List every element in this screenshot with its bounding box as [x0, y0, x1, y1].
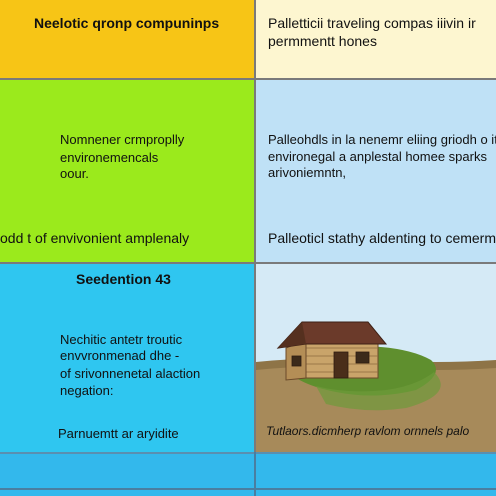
house-door [333, 351, 349, 379]
mid-left-line-2: environemencals [60, 150, 159, 165]
bottom-strip-rule [0, 488, 496, 490]
cell-bottom-right: Tutlaors.dicmherp ravlom ornnels palo [256, 264, 496, 452]
house-roof-side [278, 322, 306, 348]
top-right-line-1: Palletticii traveling compas iiivin ir [268, 15, 476, 31]
mid-left-line-1: Nomnener crmproplly [60, 132, 185, 147]
cell-top-right: Palletticii traveling compas iiivin ir p… [256, 0, 496, 80]
mid-right-line-3: arivoniemntn, [268, 165, 347, 180]
bottom-right-caption: Tutlaors.dicmherp ravlom ornnels palo [266, 424, 470, 438]
cell-middle-left: Nomnener crmproplly environemencals oour… [0, 80, 256, 264]
house-illustration [256, 321, 496, 452]
bottom-left-line-1: Nechitic antetr troutic [60, 332, 183, 347]
top-right-line-2: permmentt hones [268, 33, 377, 49]
house-window-left [291, 355, 302, 367]
cell-middle-right: Palleohdls in la nenemr eliing griodh o … [256, 80, 496, 264]
bottom-left-heading: Seedention 43 [76, 271, 171, 287]
bottom-left-line-3: of srivonnenetal alaction [60, 366, 201, 381]
bottom-strip-divider [254, 452, 256, 496]
grass-patch [316, 372, 441, 411]
house-window-right [355, 351, 370, 364]
bottom-left-line-4: negation: [60, 383, 114, 398]
bottom-left-footer: Parnuemtt ar aryidite [58, 426, 179, 441]
mid-left-line-3: oour. [60, 166, 89, 181]
mid-right-line-1: Palleohdls in la nenemr eliing griodh o … [268, 132, 496, 147]
bottom-left-line-2: envvronmenad dhe - [60, 348, 180, 363]
mid-right-footer: Palleoticl stathy aldenting to cemerm [268, 230, 496, 246]
top-left-title: Neelotic qronp compuninps [34, 15, 220, 31]
cell-top-left: Neelotic qronp compuninps [0, 0, 256, 80]
mid-left-footer: odd t of envivonient amplenaly [0, 230, 190, 246]
mid-right-line-2: environegal a anplestal homee sparks [268, 149, 487, 164]
cell-bottom-left: Seedention 43 Nechitic antetr troutic en… [0, 264, 256, 452]
